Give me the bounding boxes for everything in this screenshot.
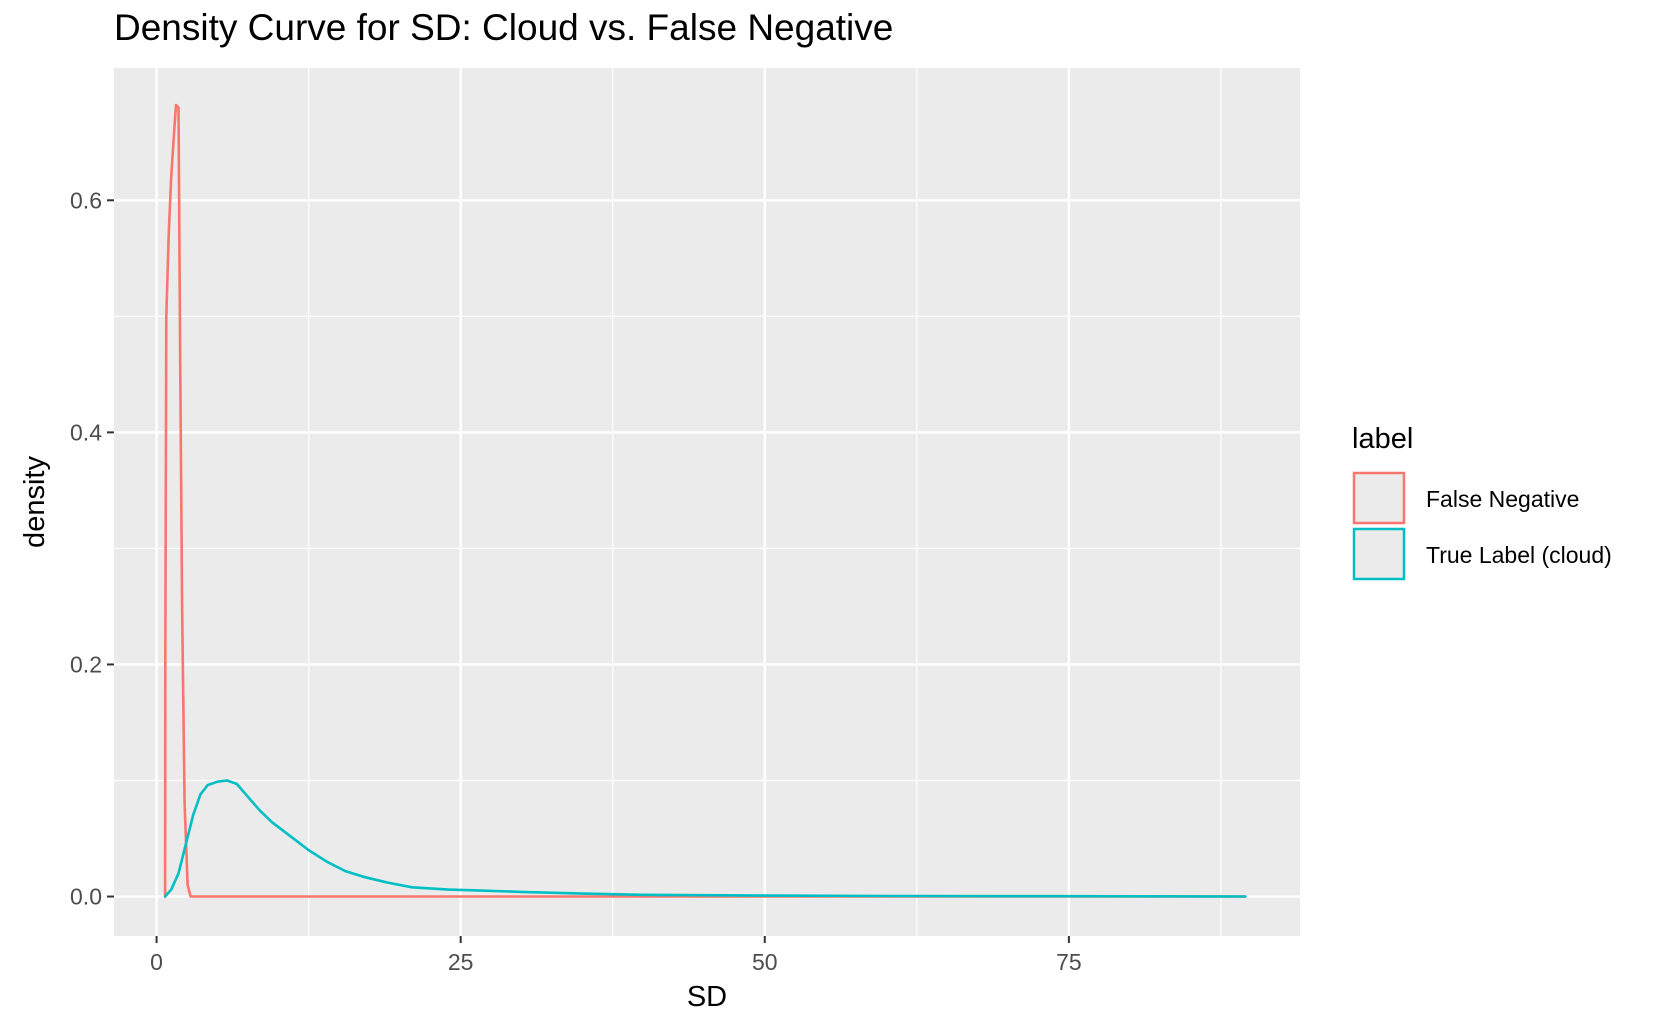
legend-label-false-negative: False Negative [1426, 486, 1579, 512]
series-line-false-negative [163, 103, 1247, 898]
y-tick-label: 0.4 [70, 419, 102, 445]
legend-item-false-negative: False Negative [1352, 471, 1579, 525]
x-tick-label: 0 [150, 949, 163, 975]
chart-title: Density Curve for SD: Cloud vs. False Ne… [114, 7, 893, 48]
plot-panel [114, 68, 1300, 936]
legend-key-false-negative [1352, 471, 1406, 525]
minor-gridlines [114, 68, 1300, 936]
y-axis-title: density [19, 456, 51, 548]
y-tick-label: 0.0 [70, 884, 102, 910]
axis-ticks: 0 25 50 75 0.0 0.2 0.4 0.6 [70, 187, 1082, 975]
series-line-true-label-cloud [163, 779, 1247, 898]
y-tick-label: 0.2 [70, 651, 102, 677]
x-axis-title: SD [687, 981, 727, 1013]
legend: label False Negative True Label (cloud) [1352, 423, 1612, 581]
series-layer [163, 103, 1247, 898]
x-tick-label: 75 [1056, 949, 1082, 975]
legend-item-true-label-cloud: True Label (cloud) [1352, 527, 1612, 581]
legend-title: label [1352, 423, 1413, 455]
legend-label-true-label-cloud: True Label (cloud) [1426, 542, 1612, 568]
x-tick-label: 25 [448, 949, 474, 975]
y-tick-label: 0.6 [70, 187, 102, 213]
x-tick-label: 50 [752, 949, 778, 975]
legend-key-true-label-cloud [1352, 527, 1406, 581]
